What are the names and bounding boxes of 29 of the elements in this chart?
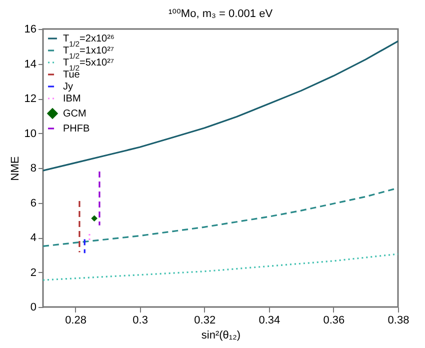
x-tick-label: 0.34 <box>258 314 280 326</box>
x-tick-label: 0.36 <box>323 314 345 326</box>
y-tick-label: 6 <box>30 197 36 210</box>
y-axis-title: NME <box>9 156 22 181</box>
chart-title: ¹⁰⁰Mo, m₃ = 0.001 eV <box>168 8 274 20</box>
y-tick-label: 0 <box>30 302 36 314</box>
y-tick-label: 16 <box>24 24 36 36</box>
legend-label: PHFB <box>63 124 90 134</box>
x-tick-label: 0.32 <box>194 314 216 326</box>
legend-label: GCM <box>63 108 86 120</box>
legend-label: IBM <box>63 94 81 104</box>
legend-label: T$_{1/2}$=5x10²⁷ <box>63 58 114 72</box>
x-tick-label: 0.38 <box>388 314 410 326</box>
line-series <box>43 40 398 172</box>
x-axis-title: sin²(θ₁₂) <box>201 330 241 342</box>
y-tick-label: 2 <box>30 266 36 279</box>
legend-label: Tue <box>63 70 80 80</box>
line-series <box>43 187 398 247</box>
legend-label: T$_{1/2}$=1x10²⁷ <box>63 46 114 60</box>
y-tick-label: 4 <box>30 232 36 244</box>
y-tick-label: 10 <box>24 128 36 140</box>
y-tick-label: 12 <box>24 93 36 105</box>
line-series <box>43 253 398 281</box>
x-tick-label: 0.28 <box>65 314 86 326</box>
legend-label: T$_{1/2}$=2x10²⁶ <box>63 34 115 48</box>
y-tick-label: 8 <box>30 162 36 174</box>
legend-label: Jy <box>63 82 73 92</box>
y-tick-label: 14 <box>24 58 36 70</box>
x-tick-label: 0.3 <box>132 314 148 326</box>
